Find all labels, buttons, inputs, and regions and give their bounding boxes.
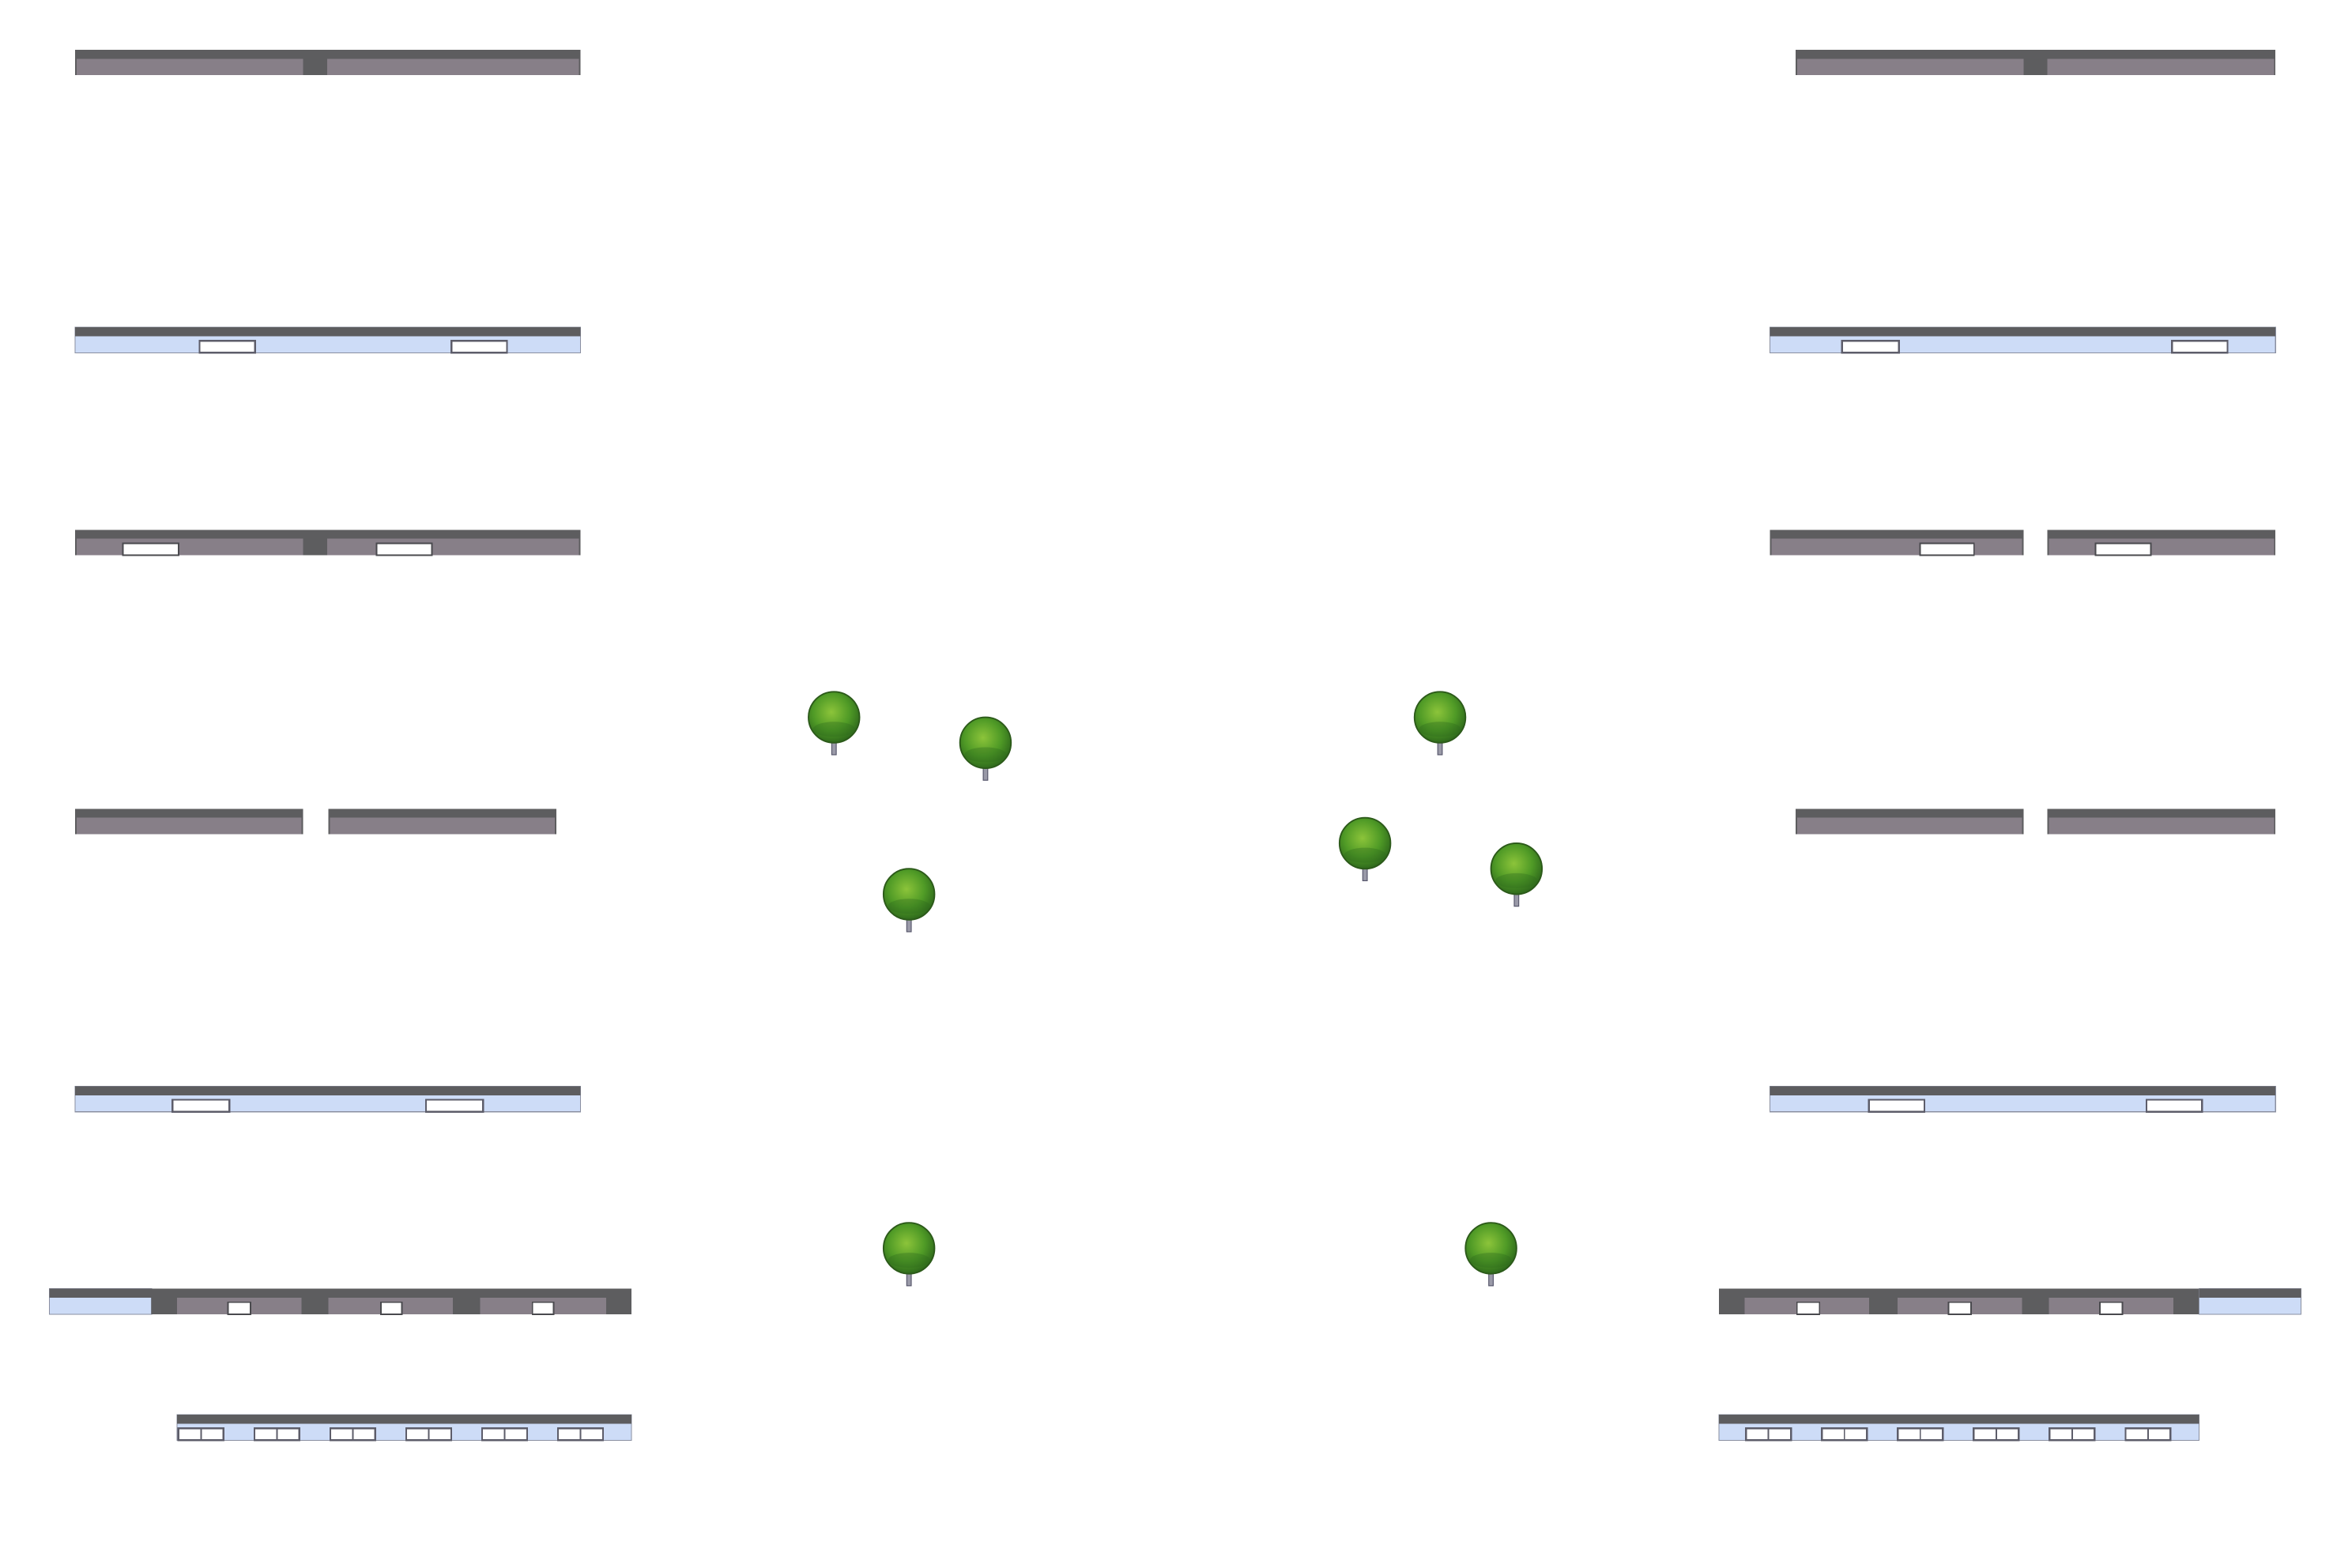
wall-segment [74, 49, 581, 76]
wall-top [74, 327, 581, 337]
glass-wall [74, 1085, 582, 1113]
tree-shade [1495, 873, 1538, 888]
door [531, 1301, 555, 1315]
wall-pillar [607, 1288, 632, 1314]
wall-top [1770, 1086, 2276, 1095]
glass-wall [1718, 1414, 2199, 1441]
tree-canopy [1490, 842, 1544, 895]
wall-top [1719, 1415, 2199, 1424]
wall-pillar [2023, 49, 2048, 76]
wall-top [74, 1086, 581, 1095]
wall-pillar [454, 1288, 479, 1314]
wall-segment [1770, 530, 2024, 556]
tree-canopy [882, 868, 936, 921]
glass-wall [176, 1414, 632, 1441]
wall-pillar [2023, 1288, 2048, 1314]
wall-top [49, 1288, 152, 1298]
tree-shade [1470, 1253, 1513, 1268]
tree [959, 716, 1012, 781]
wall-face [76, 538, 579, 556]
door [2099, 1301, 2124, 1315]
window [198, 340, 256, 354]
tree [882, 1222, 936, 1287]
wall-pillar [1719, 1288, 1743, 1314]
wall-segment [2047, 808, 2276, 835]
wall-face [76, 58, 579, 76]
window [1841, 340, 1900, 354]
tree-shade [888, 1253, 930, 1268]
wall-pillar [303, 530, 327, 556]
tree-shade [888, 899, 930, 914]
wall-pillar [2175, 1288, 2199, 1314]
tree [882, 868, 936, 933]
wall-face [1796, 817, 2022, 835]
tree [1338, 816, 1392, 881]
wall-face [2049, 817, 2275, 835]
glass-wall [49, 1288, 153, 1315]
wall-top [2199, 1288, 2301, 1298]
tree [1490, 842, 1544, 907]
wall-face [76, 817, 302, 835]
wall-top [176, 1415, 632, 1424]
wall-face [1771, 538, 2022, 556]
tree-canopy [1338, 816, 1392, 870]
wall-segment [74, 808, 303, 835]
tree-canopy [1413, 691, 1467, 744]
wall-segment [1795, 808, 2024, 835]
tree-canopy [1464, 1222, 1517, 1275]
wall-pillar [303, 1288, 327, 1314]
tree-canopy [882, 1222, 936, 1275]
wall-face [2049, 538, 2275, 556]
tree-canopy [808, 691, 861, 744]
door [122, 542, 179, 556]
wall-segment [2047, 530, 2276, 556]
wall-pillar [303, 49, 327, 76]
wall-segment [328, 808, 557, 835]
tree-canopy [959, 716, 1012, 770]
tree [808, 691, 861, 756]
tree [1413, 691, 1467, 756]
glass-wall [2198, 1288, 2302, 1315]
window [2145, 1099, 2203, 1113]
wall-top [1770, 327, 2276, 337]
window [424, 1099, 484, 1113]
window [1868, 1099, 1926, 1113]
wall-pillar [151, 1288, 176, 1314]
tree [1464, 1222, 1517, 1287]
window [172, 1099, 231, 1113]
window [450, 340, 508, 354]
door [227, 1301, 251, 1315]
door [375, 542, 433, 556]
door [1796, 1301, 1821, 1315]
tree-shade [812, 722, 855, 737]
tree-shade [1344, 847, 1386, 863]
door [380, 1301, 403, 1315]
window [2171, 340, 2229, 354]
tree-shade [964, 747, 1007, 763]
door [2094, 542, 2152, 556]
wall-face [330, 817, 556, 835]
tree-shade [1419, 722, 1461, 737]
door [1919, 542, 1975, 556]
door [1947, 1301, 1972, 1315]
wall-pillar [1870, 1288, 1897, 1314]
